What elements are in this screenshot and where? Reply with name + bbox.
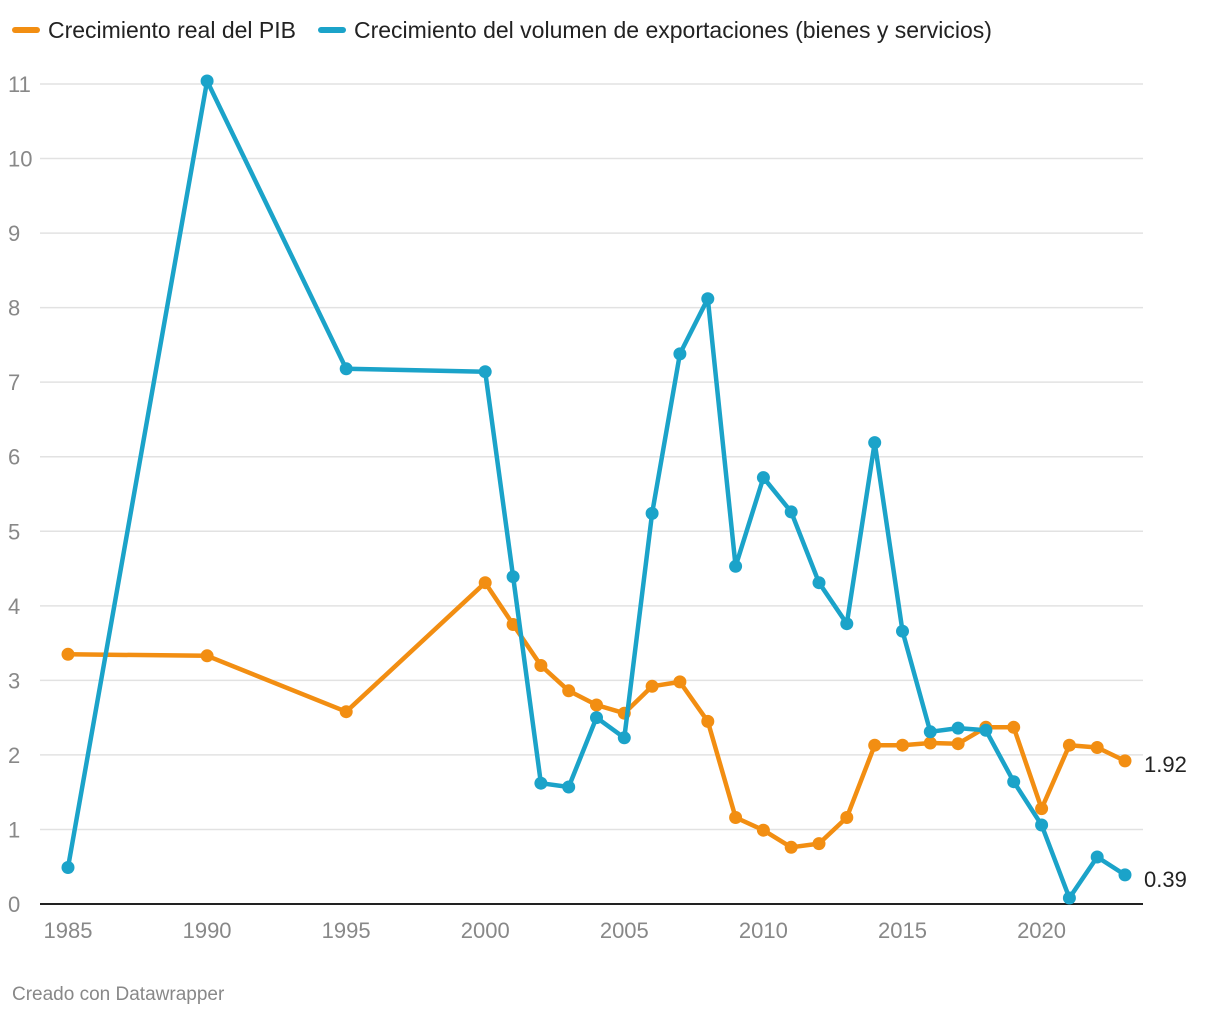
data-point <box>951 737 965 751</box>
data-point <box>339 362 353 376</box>
data-point <box>951 721 965 735</box>
x-tick-label: 1990 <box>183 918 232 943</box>
data-point <box>923 725 937 739</box>
data-point <box>590 711 603 725</box>
y-tick-label: 0 <box>8 892 20 917</box>
data-point <box>1007 720 1021 734</box>
data-point <box>812 576 826 590</box>
legend: Crecimiento real del PIB Crecimiento del… <box>12 14 992 46</box>
legend-item-gdp: Crecimiento real del PIB <box>12 17 296 44</box>
data-point <box>868 738 882 752</box>
data-point <box>562 780 576 794</box>
data-point <box>896 624 909 638</box>
data-point <box>840 617 854 631</box>
y-tick-label: 10 <box>8 147 32 172</box>
y-tick-label: 7 <box>8 370 20 395</box>
data-point <box>1035 802 1049 816</box>
axes: 0 1 2 3 4 5 6 7 8 9 10 11 1985 1990 1995 2000 2005 2010 20… <box>8 72 1143 943</box>
data-point <box>784 840 798 854</box>
y-tick-label: 2 <box>8 743 20 768</box>
data-point <box>756 471 770 485</box>
x-tick-label: 2000 <box>461 918 510 943</box>
series-1 <box>61 74 1132 905</box>
y-tick-label: 5 <box>8 519 20 544</box>
data-point <box>701 714 715 728</box>
data-point <box>868 436 882 450</box>
data-point <box>812 837 826 851</box>
legend-label-gdp: Crecimiento real del PIB <box>48 16 296 43</box>
end-value-label: 1.92 <box>1144 752 1187 777</box>
legend-item-exports: Crecimiento del volumen de exportaciones… <box>318 17 992 44</box>
y-tick-label: 9 <box>8 221 20 246</box>
data-point <box>1090 850 1104 864</box>
data-point <box>1062 738 1076 752</box>
data-point <box>840 811 854 824</box>
data-point <box>729 559 743 573</box>
data-point <box>534 776 548 790</box>
data-point <box>200 649 214 663</box>
legend-swatch-gdp <box>12 27 40 33</box>
data-point <box>339 705 353 719</box>
data-point <box>673 347 687 361</box>
x-tick-label: 2005 <box>600 918 649 943</box>
data-point <box>61 647 75 661</box>
data-point <box>673 675 687 689</box>
x-tick-label: 2020 <box>1017 918 1066 943</box>
x-tick-label: 2010 <box>739 918 788 943</box>
data-point <box>617 731 631 745</box>
data-point <box>506 618 520 631</box>
credit: Creado con Datawrapper <box>12 984 225 1005</box>
data-point <box>534 659 548 672</box>
data-point <box>1118 868 1132 882</box>
data-point <box>1118 754 1132 768</box>
y-tick-label: 4 <box>8 594 20 619</box>
y-tick-label: 6 <box>8 445 20 470</box>
data-point <box>1090 741 1104 754</box>
grid-lines <box>40 83 1143 831</box>
data-point <box>562 684 576 698</box>
data-point <box>478 365 492 379</box>
data-point <box>61 861 75 874</box>
data-point <box>200 74 214 88</box>
data-point <box>896 738 909 752</box>
x-tick-label: 2015 <box>878 918 927 943</box>
series <box>61 74 1132 905</box>
data-point <box>645 679 659 693</box>
end-value-label: 0.39 <box>1144 867 1187 892</box>
data-point <box>506 570 520 584</box>
end-labels: 1.92 0.39 <box>1144 752 1187 892</box>
data-point <box>729 811 743 824</box>
y-tick-label: 8 <box>8 296 20 321</box>
data-point <box>784 505 798 519</box>
x-tick-label: 1995 <box>322 918 371 943</box>
y-tick-label: 11 <box>8 72 31 97</box>
data-point <box>645 506 659 520</box>
x-tick-label: 1985 <box>44 918 93 943</box>
data-point <box>478 576 492 590</box>
data-point <box>590 698 603 712</box>
data-point <box>1062 891 1076 905</box>
y-tick-label: 3 <box>8 668 20 693</box>
data-point <box>979 723 993 737</box>
legend-swatch-exports <box>318 27 346 33</box>
data-point <box>1035 818 1049 832</box>
legend-label-exports: Crecimiento del volumen de exportaciones… <box>354 16 992 43</box>
data-point <box>923 736 937 750</box>
data-point <box>701 292 715 306</box>
data-point <box>1007 775 1021 789</box>
data-point <box>756 823 770 837</box>
series-line <box>65 78 1128 901</box>
y-tick-label: 1 <box>8 817 20 842</box>
